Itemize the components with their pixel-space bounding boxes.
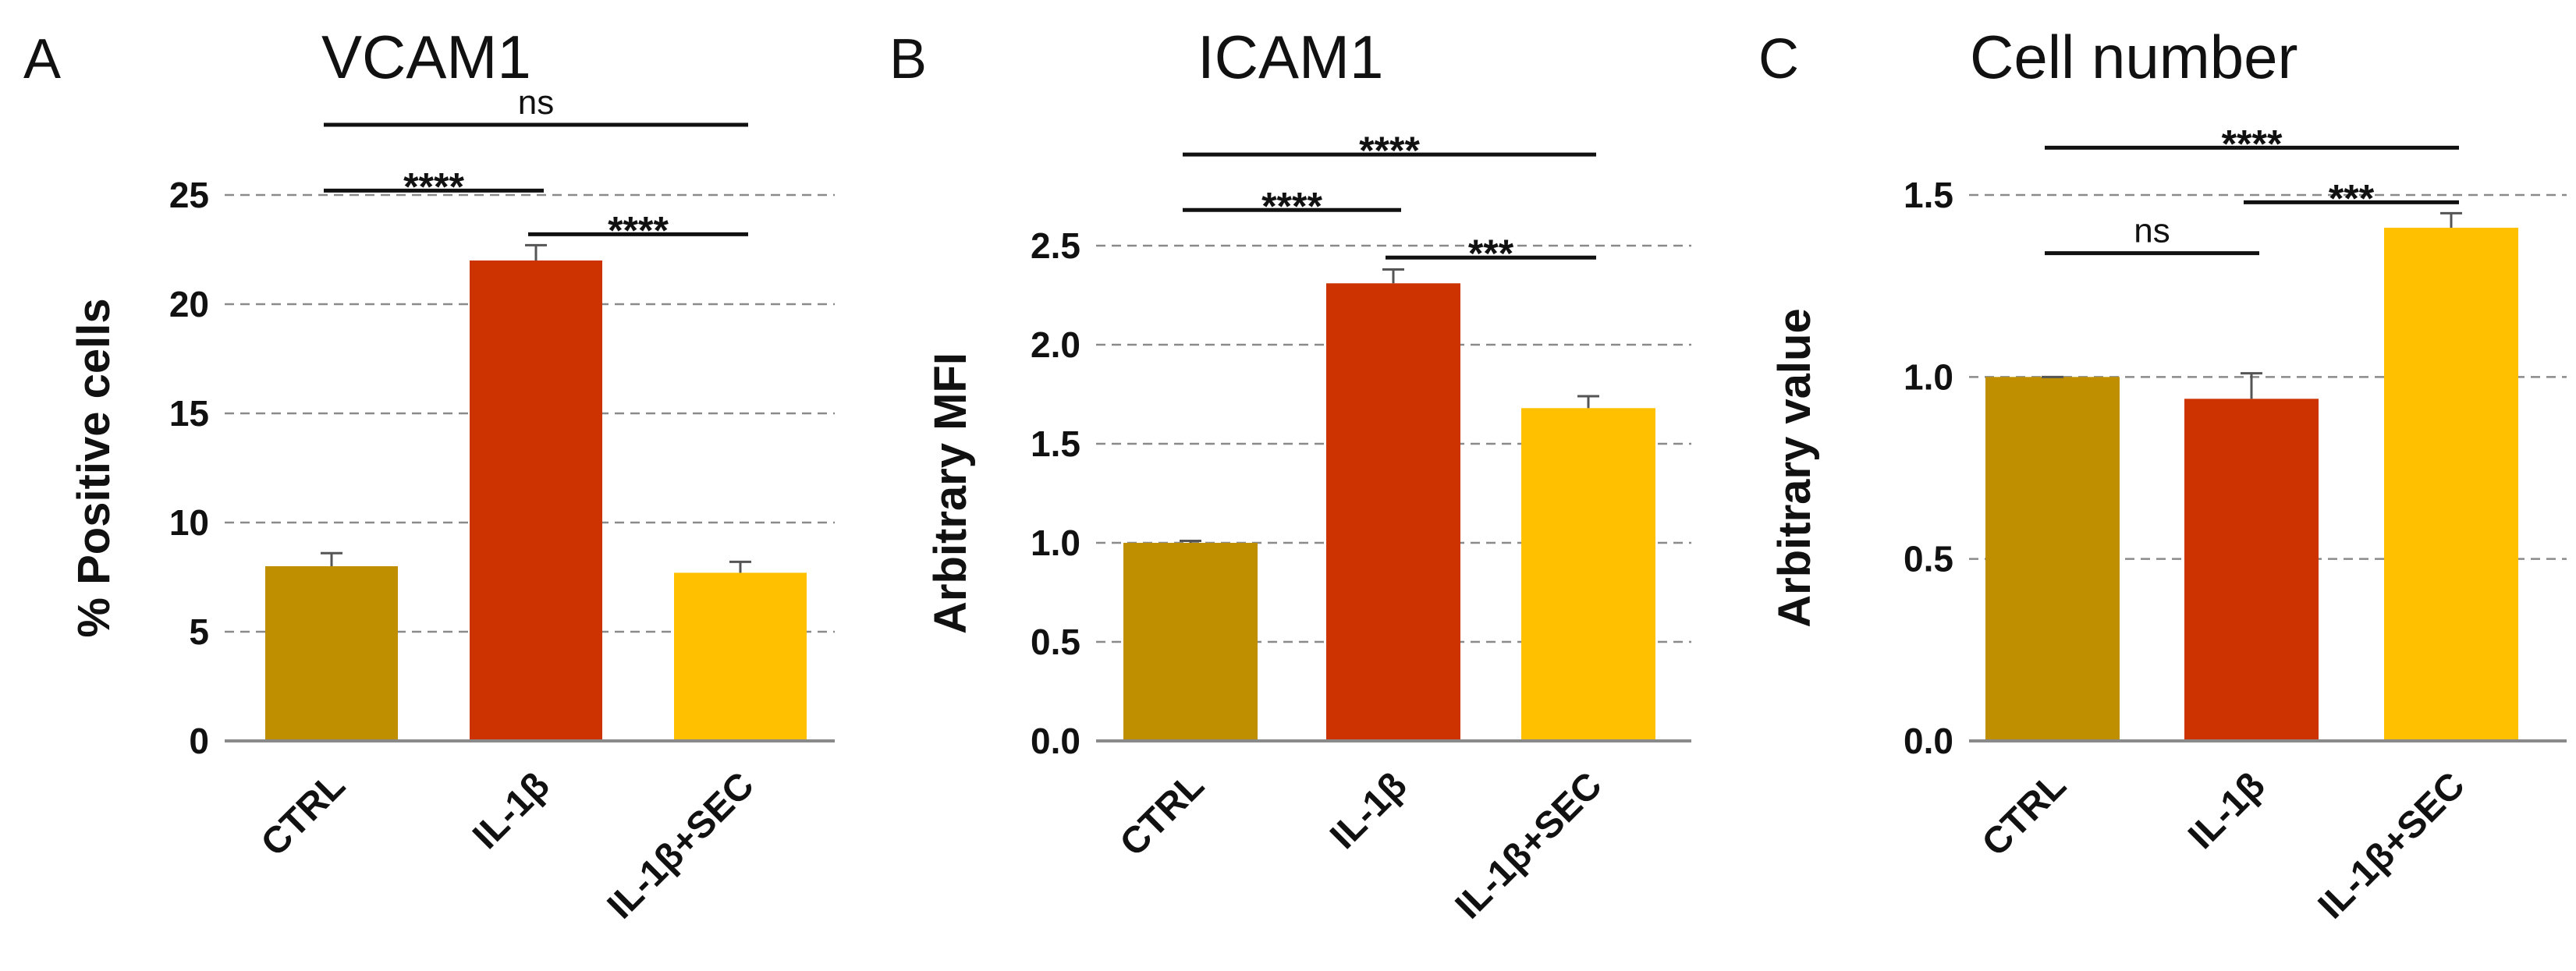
y-tick-label: 15 <box>169 393 209 434</box>
y-tick-label: 2.0 <box>1031 324 1080 365</box>
category-label-3: IL-1β+SEC <box>1448 764 1610 927</box>
y-tick-label: 20 <box>169 284 209 324</box>
significance-label-3: ns <box>2134 212 2170 250</box>
bar-3 <box>1521 408 1655 741</box>
y-tick-label: 1.0 <box>1904 356 1953 397</box>
bar-2 <box>470 260 602 741</box>
y-tick-label: 1.5 <box>1904 175 1953 215</box>
panel-b: B ICAM1 0.0 0.5 1.0 1.5 2.0 2.5 Arbitrary MFI CTR… <box>889 23 1691 927</box>
y-tick-label: 0.5 <box>1904 539 1953 579</box>
y-tick-label: 10 <box>169 502 209 543</box>
panel-letter: B <box>889 28 927 90</box>
significance-label-1: ns <box>518 83 554 122</box>
panel-title: ICAM1 <box>1198 23 1383 91</box>
bar-1 <box>1985 377 2120 741</box>
y-tick-label: 25 <box>169 175 209 215</box>
y-tick-label: 0.0 <box>1904 721 1953 761</box>
panel-c: C Cell number 0.0 0.5 1.0 1.5 Arbitrary value C… <box>1758 23 2567 927</box>
y-tick-label: 0.5 <box>1031 622 1080 662</box>
significance-label-1: **** <box>2222 122 2283 165</box>
bar-3 <box>674 572 807 741</box>
y-tick-label: 5 <box>189 611 209 652</box>
significance-label-3: *** <box>1468 232 1514 275</box>
bar-1 <box>265 566 398 741</box>
y-tick-label: 0.0 <box>1031 721 1080 761</box>
y-tick-label: 1.5 <box>1031 423 1080 464</box>
y-axis-title: Arbitrary MFI <box>925 353 976 634</box>
significance-label-1: **** <box>1359 129 1420 172</box>
panel-letter: C <box>1758 28 1799 90</box>
y-axis-title: Arbitrary value <box>1769 308 1820 627</box>
category-label-2: IL-1β <box>1322 764 1415 857</box>
bar-1 <box>1123 543 1258 741</box>
category-label-1: CTRL <box>254 764 353 864</box>
bar-2 <box>2184 399 2319 741</box>
category-label-2: IL-1β <box>465 764 558 857</box>
y-tick-label: 1.0 <box>1031 523 1080 563</box>
category-label-2: IL-1β <box>2180 764 2273 857</box>
panel-letter: A <box>23 28 61 90</box>
y-tick-label: 0 <box>189 721 209 761</box>
bar-3 <box>2384 228 2518 741</box>
bar-2 <box>1326 283 1460 741</box>
significance-label-3: **** <box>608 208 669 252</box>
category-label-3: IL-1β+SEC <box>600 764 762 927</box>
category-label-3: IL-1β+SEC <box>2311 764 2473 927</box>
category-label-1: CTRL <box>1112 764 1212 864</box>
significance-label-2: *** <box>2329 176 2375 220</box>
panel-title: VCAM1 <box>321 23 531 91</box>
y-tick-label: 2.5 <box>1031 225 1080 266</box>
category-label-1: CTRL <box>1975 764 2074 864</box>
significance-label-2: **** <box>1261 184 1322 228</box>
panel-a: A VCAM1 0 5 10 15 20 25 % Positive cells CTRL IL-1… <box>23 23 835 927</box>
significance-label-2: **** <box>403 165 464 208</box>
y-axis-title: % Positive cells <box>69 298 119 637</box>
panel-title: Cell number <box>1970 23 2298 91</box>
